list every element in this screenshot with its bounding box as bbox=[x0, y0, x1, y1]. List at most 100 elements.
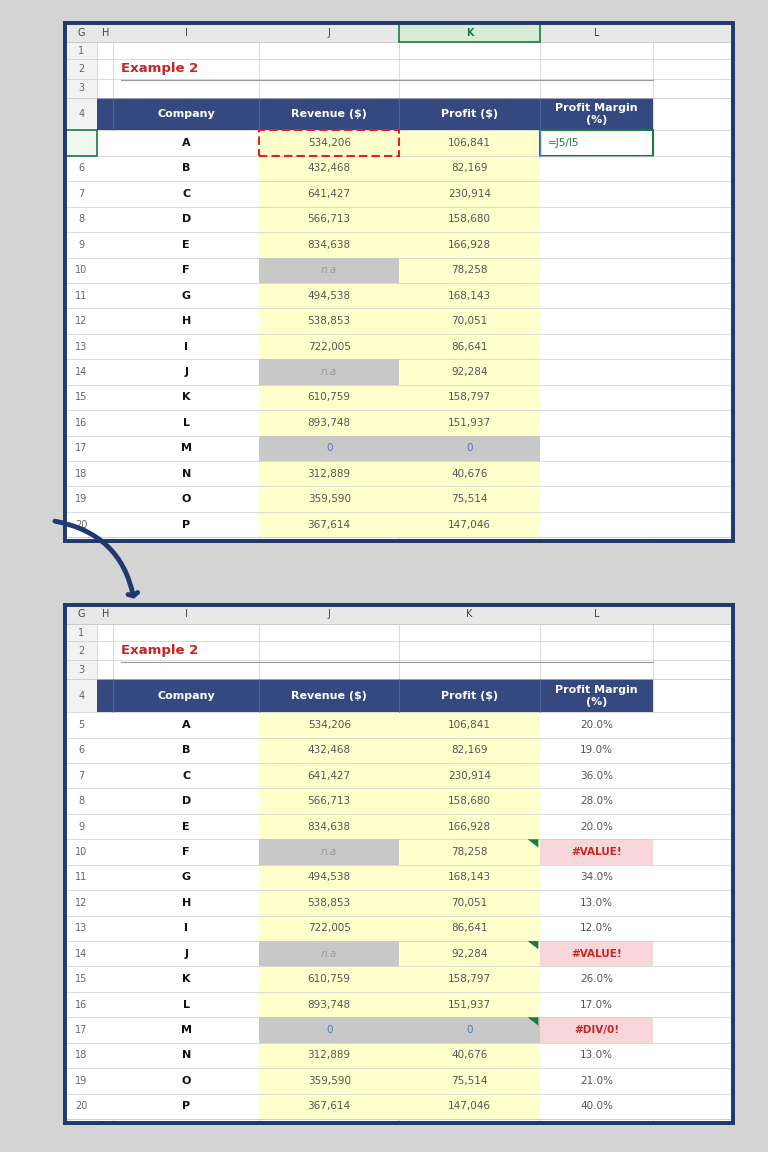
Text: J: J bbox=[328, 609, 331, 620]
Bar bbox=[114, 309, 259, 334]
Bar bbox=[399, 309, 540, 334]
Bar bbox=[114, 1093, 259, 1119]
Text: 78,258: 78,258 bbox=[452, 265, 488, 275]
Bar bbox=[399, 840, 540, 865]
Text: 367,614: 367,614 bbox=[308, 520, 351, 530]
Bar bbox=[654, 232, 733, 258]
Text: 312,889: 312,889 bbox=[308, 1051, 351, 1061]
Bar bbox=[98, 511, 114, 537]
Bar bbox=[540, 410, 654, 435]
Text: J: J bbox=[184, 367, 188, 377]
Text: P: P bbox=[182, 520, 190, 530]
Text: 13: 13 bbox=[75, 341, 88, 351]
Bar bbox=[114, 763, 259, 788]
Text: 28.0%: 28.0% bbox=[580, 796, 613, 806]
Bar bbox=[399, 511, 540, 537]
Bar bbox=[259, 840, 399, 865]
Text: D: D bbox=[181, 796, 190, 806]
Bar bbox=[259, 788, 399, 813]
Text: 13: 13 bbox=[75, 923, 88, 933]
Text: K: K bbox=[182, 975, 190, 984]
Bar bbox=[399, 486, 540, 511]
Bar bbox=[98, 1017, 114, 1043]
Bar bbox=[259, 890, 399, 916]
Text: 8: 8 bbox=[78, 796, 84, 806]
Text: Example 2: Example 2 bbox=[121, 644, 199, 657]
Bar bbox=[399, 410, 540, 435]
Bar bbox=[114, 967, 259, 992]
Bar bbox=[654, 941, 733, 967]
Text: 16: 16 bbox=[75, 1000, 88, 1009]
Text: 17: 17 bbox=[75, 1025, 88, 1034]
Bar bbox=[399, 737, 540, 763]
Bar bbox=[114, 334, 259, 359]
Bar bbox=[399, 283, 540, 309]
Text: 5: 5 bbox=[78, 138, 84, 149]
Text: J: J bbox=[184, 949, 188, 958]
Bar bbox=[65, 916, 98, 941]
Bar bbox=[540, 309, 654, 334]
Text: 10: 10 bbox=[75, 265, 88, 275]
Bar bbox=[65, 181, 98, 206]
Bar bbox=[98, 890, 114, 916]
Text: B: B bbox=[182, 164, 190, 174]
Bar bbox=[654, 840, 733, 865]
Text: 36.0%: 36.0% bbox=[580, 771, 613, 781]
Bar bbox=[98, 410, 114, 435]
Bar bbox=[540, 511, 654, 537]
Text: L: L bbox=[183, 1000, 190, 1009]
Text: G: G bbox=[78, 609, 85, 620]
Text: Revenue ($): Revenue ($) bbox=[291, 109, 367, 119]
Text: 151,937: 151,937 bbox=[448, 1000, 491, 1009]
Text: K: K bbox=[465, 28, 473, 38]
Text: L: L bbox=[594, 28, 599, 38]
Bar bbox=[65, 461, 98, 486]
Bar bbox=[399, 461, 540, 486]
Bar bbox=[65, 258, 98, 283]
Text: 2: 2 bbox=[78, 63, 84, 74]
Bar bbox=[114, 461, 259, 486]
Bar bbox=[114, 385, 259, 410]
Text: 158,797: 158,797 bbox=[448, 975, 491, 984]
Bar bbox=[654, 737, 733, 763]
Bar bbox=[65, 624, 98, 1123]
Bar bbox=[399, 156, 540, 181]
Text: n.a: n.a bbox=[321, 265, 337, 275]
Text: 168,143: 168,143 bbox=[448, 290, 491, 301]
Bar bbox=[259, 334, 399, 359]
Text: O: O bbox=[181, 1076, 191, 1086]
Text: D: D bbox=[181, 214, 190, 225]
Bar bbox=[654, 788, 733, 813]
Text: Profit Margin
(%): Profit Margin (%) bbox=[555, 684, 637, 707]
Bar bbox=[114, 486, 259, 511]
Text: 106,841: 106,841 bbox=[448, 138, 491, 149]
Text: L: L bbox=[594, 609, 599, 620]
Bar bbox=[65, 410, 98, 435]
Bar bbox=[98, 680, 654, 712]
Text: 8: 8 bbox=[78, 214, 84, 225]
Bar bbox=[98, 865, 114, 890]
Text: 19: 19 bbox=[75, 494, 88, 505]
Text: C: C bbox=[182, 771, 190, 781]
Bar bbox=[540, 763, 654, 788]
Text: 4: 4 bbox=[78, 109, 84, 119]
Text: 40,676: 40,676 bbox=[452, 1051, 488, 1061]
Bar bbox=[65, 486, 98, 511]
Text: 1: 1 bbox=[78, 628, 84, 637]
Bar bbox=[540, 232, 654, 258]
Bar bbox=[98, 206, 114, 232]
Text: G: G bbox=[182, 872, 190, 882]
Bar bbox=[540, 258, 654, 283]
Text: 2: 2 bbox=[78, 645, 84, 655]
Bar bbox=[98, 309, 114, 334]
Bar bbox=[399, 334, 540, 359]
Text: H: H bbox=[181, 316, 190, 326]
Bar bbox=[65, 1043, 98, 1068]
Text: 78,258: 78,258 bbox=[452, 847, 488, 857]
Text: 158,680: 158,680 bbox=[448, 796, 491, 806]
Bar bbox=[399, 1017, 540, 1043]
Text: M: M bbox=[180, 444, 192, 453]
Bar bbox=[399, 258, 540, 283]
Bar bbox=[65, 967, 98, 992]
Text: Profit ($): Profit ($) bbox=[441, 109, 498, 119]
